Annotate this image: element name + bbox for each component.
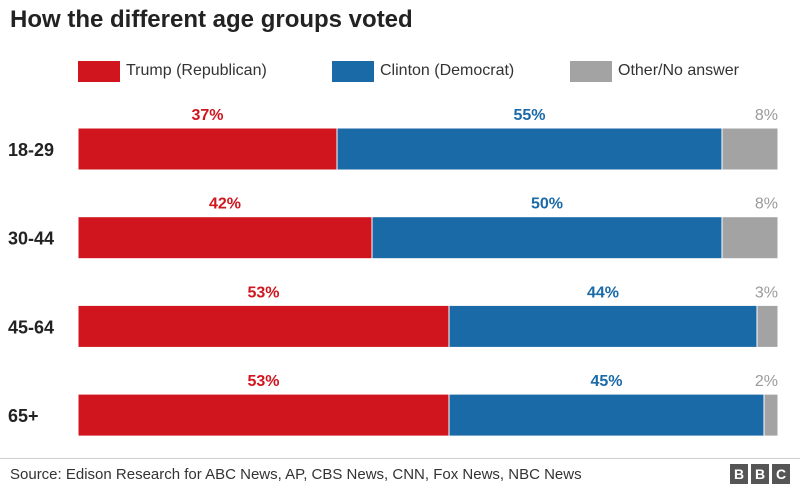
data-label-clinton: 50% <box>531 196 563 213</box>
footer-divider <box>0 458 800 459</box>
chart-title: How the different age groups voted <box>10 6 413 33</box>
bar-segment-clinton <box>448 304 758 348</box>
data-label-trump: 42% <box>209 196 241 213</box>
bar-segment-other <box>721 216 779 260</box>
data-label-clinton: 45% <box>590 373 622 390</box>
stacked-bar-chart: 18-29 37% 55% 8% 30-44 42% 50% 8% 45-64 53% 44% 3% 6… <box>8 107 779 437</box>
legend-label-trump: Trump (Republican) <box>126 62 267 79</box>
bar-segment-trump <box>77 216 373 260</box>
category-label: 18-29 <box>8 140 54 160</box>
data-label-other: 3% <box>755 284 778 301</box>
legend-swatch-clinton <box>332 60 374 82</box>
bar-segment-trump <box>77 127 338 171</box>
legend-label-other: Other/No answer <box>618 62 739 79</box>
data-label-trump: 37% <box>191 107 223 124</box>
legend-item-clinton: Clinton (Democrat) <box>332 60 514 82</box>
bbc-logo-letter: B <box>751 464 769 484</box>
category-label: 45-64 <box>8 317 54 337</box>
bar-segment-other <box>721 127 779 171</box>
bar-segment-clinton <box>336 127 723 171</box>
legend-item-other: Other/No answer <box>570 60 739 82</box>
data-label-trump: 53% <box>247 284 279 301</box>
data-label-other: 8% <box>755 107 778 124</box>
data-label-trump: 53% <box>247 373 279 390</box>
legend-swatch-trump <box>78 60 120 82</box>
category-label: 65+ <box>8 406 39 426</box>
bar-segment-trump <box>77 393 450 437</box>
data-label-other: 8% <box>755 196 778 213</box>
source-note: Source: Edison Research for ABC News, AP… <box>10 466 582 483</box>
legend-swatch-other <box>570 60 612 82</box>
bbc-logo: B B C <box>730 464 790 484</box>
legend-item-trump: Trump (Republican) <box>78 60 267 82</box>
bbc-logo-letter: C <box>772 464 790 484</box>
legend-label-clinton: Clinton (Democrat) <box>380 62 515 79</box>
bar-segment-other <box>763 393 779 437</box>
data-label-clinton: 55% <box>513 107 545 124</box>
data-label-clinton: 44% <box>587 284 619 301</box>
bar-segment-other <box>756 304 779 348</box>
data-label-other: 2% <box>755 373 778 390</box>
bar-segment-clinton <box>371 216 723 260</box>
bar-segment-trump <box>77 304 450 348</box>
category-label: 30-44 <box>8 229 54 249</box>
bbc-logo-letter: B <box>730 464 748 484</box>
bar-segment-clinton <box>448 393 765 437</box>
